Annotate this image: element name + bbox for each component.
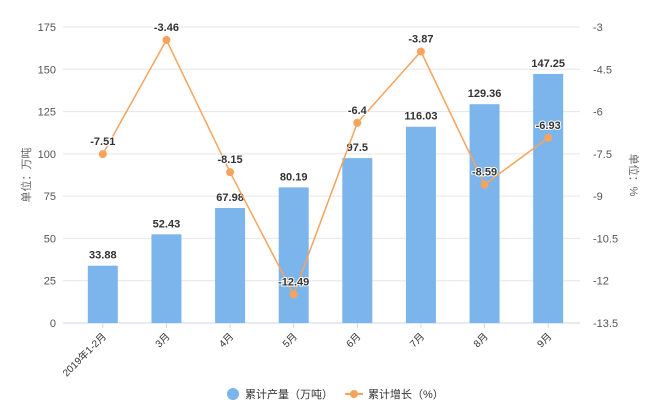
y-tick-label: 125 [38,107,56,119]
y-tick-label: 0 [50,318,56,330]
x-tick-label: 2019年1-2月 [60,330,109,379]
y-tick-label: 25 [44,276,56,288]
x-tick-label: 8月 [471,331,490,350]
bar-data-label: 80.19 [280,171,308,183]
bar [151,234,182,323]
y-tick-label: 50 [44,233,56,245]
y-tick-label: 175 [38,22,56,34]
line-point [162,35,171,44]
y2-tick-label: -4.5 [593,64,612,76]
legend-bar-marker[interactable] [227,388,239,400]
legend-line-dot [350,390,358,398]
bar [469,104,500,323]
line-data-label: -8.15 [218,154,243,166]
x-tick-label: 3月 [153,331,172,350]
bar [533,73,564,324]
line-data-label: -3.46 [154,22,179,34]
bar-data-label: 52.43 [153,218,181,230]
bar [342,158,373,323]
line-data-label: -6.93 [536,120,561,132]
y-axis-title: 单位：万吨 [19,148,33,203]
y2-tick-label: -7.5 [593,149,612,161]
y2-tick-label: -3 [593,22,603,34]
line-point [289,290,298,299]
x-tick-label: 5月 [280,331,299,350]
legend-bar-label[interactable]: 累计产量（万吨） [245,387,333,401]
bar-data-label: 129.36 [468,88,502,100]
line-point [416,47,425,56]
x-tick-label: 9月 [535,331,554,350]
x-tick-label: 6月 [344,331,363,350]
line-data-label: -8.59 [472,167,497,179]
y2-axis-title: 单位：% [627,154,641,197]
bar [405,126,436,323]
y-tick-label: 150 [38,64,56,76]
y2-tick-label: -6 [593,107,603,119]
bar-data-label: 116.03 [404,111,437,123]
bar-data-label: 97.5 [347,142,368,154]
bar-data-label: 33.88 [89,250,117,262]
growth-line [102,38,549,297]
x-tick-label: 4月 [217,331,236,350]
y-tick-label: 75 [44,191,56,203]
bar-data-label: 67.98 [216,192,244,204]
line-point [480,180,489,189]
bar [87,265,118,323]
bar-data-label: 147.25 [531,58,565,70]
y2-tick-label: -12 [593,276,609,288]
legend-line-label[interactable]: 累计增长（%） [368,387,444,401]
line-data-label: -3.87 [408,34,433,46]
line-data-label: -12.49 [278,277,309,289]
y2-tick-label: -10.5 [593,233,618,245]
line-data-label: -6.4 [348,105,368,117]
line-point [353,118,362,127]
line-point [226,168,235,177]
y2-tick-label: -9 [593,191,603,203]
y2-tick-label: -13.5 [593,318,618,330]
line-point [544,133,553,142]
bar [215,208,246,323]
x-tick-label: 7月 [408,331,427,350]
line-point [98,150,107,159]
line-data-label: -7.51 [90,136,115,148]
bar [278,187,309,323]
y-tick-label: 100 [38,149,56,161]
